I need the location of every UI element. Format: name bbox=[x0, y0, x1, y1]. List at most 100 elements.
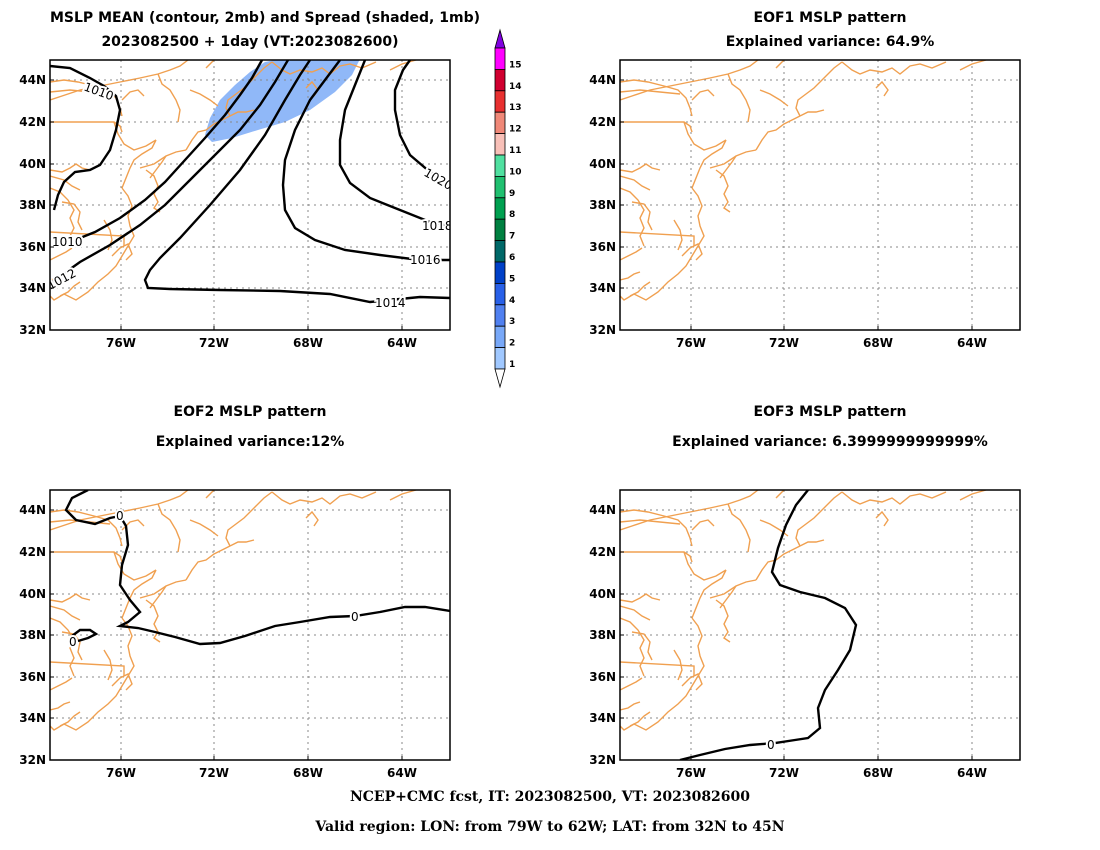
colorbar-swatch bbox=[494, 282, 506, 306]
panel3-grid bbox=[50, 490, 450, 760]
colorbar-label: 1 bbox=[509, 360, 515, 370]
panel1-lon-label: 76W bbox=[106, 336, 136, 350]
colorbar-swatch bbox=[494, 154, 506, 177]
colorbar-label: 12 bbox=[509, 125, 522, 135]
colorbar-swatch bbox=[494, 90, 506, 113]
panel2-lon-label: 76W bbox=[676, 336, 706, 350]
panel2-lat-label: 32N bbox=[589, 323, 616, 337]
panel1-lat-label: 38N bbox=[19, 198, 46, 212]
panel1-lon-label: 72W bbox=[199, 336, 229, 350]
panel4-lon-label: 64W bbox=[957, 766, 987, 780]
colorbar-label: 14 bbox=[509, 82, 522, 92]
colorbar-swatch bbox=[494, 325, 506, 349]
panel4-lat-label: 38N bbox=[589, 628, 616, 642]
panel3-lat-label: 42N bbox=[19, 545, 46, 559]
panel4-lat-label: 36N bbox=[589, 670, 616, 684]
axis-labels: 44N 42N 40N 38N 36N 34N 32N 76W 72W 68W 64W 44N 42N 4… bbox=[19, 73, 987, 780]
panel1-lon-label: 64W bbox=[387, 336, 417, 350]
colorbar-label: 9 bbox=[509, 189, 515, 199]
panel1-lat-label: 44N bbox=[19, 73, 46, 87]
panel4-subtitle: Explained variance: 6.3999999999999% bbox=[672, 434, 988, 450]
panel2-lon-label: 72W bbox=[769, 336, 799, 350]
eof3-zero-contour bbox=[679, 490, 858, 760]
contour-label-1018: 1018 bbox=[422, 219, 453, 233]
panel4-lat-label: 44N bbox=[589, 503, 616, 517]
panel2-frame bbox=[619, 59, 1021, 331]
colorbar-label: 7 bbox=[509, 232, 515, 242]
colorbar-label: 4 bbox=[509, 296, 515, 306]
eof2-label-0-east: 0 bbox=[351, 610, 359, 624]
colorbar-label: 3 bbox=[509, 317, 515, 327]
panel2-lat-label: 40N bbox=[589, 157, 616, 171]
footer-forecast-info: NCEP+CMC fcst, IT: 2023082500, VT: 20230… bbox=[349, 789, 751, 805]
colorbar-label: 6 bbox=[509, 253, 515, 263]
panel1-lon-label: 68W bbox=[293, 336, 323, 350]
panel3-lat-label: 44N bbox=[19, 503, 46, 517]
panel3-lat-label: 36N bbox=[19, 670, 46, 684]
panel2-lat-label: 36N bbox=[589, 240, 616, 254]
eof3-label-0: 0 bbox=[767, 738, 775, 752]
colorbar-swatch bbox=[494, 69, 506, 92]
panel4-lat-label: 42N bbox=[589, 545, 616, 559]
mslp-contours bbox=[50, 60, 450, 304]
panel2-lat-label: 44N bbox=[589, 73, 616, 87]
panel1-lat-label: 32N bbox=[19, 323, 46, 337]
panel2-subtitle: Explained variance: 64.9% bbox=[725, 34, 935, 50]
panel2-coastline bbox=[620, 60, 987, 301]
eof2-zero-contours bbox=[64, 490, 450, 646]
colorbar-label: 10 bbox=[509, 167, 522, 177]
eof2-label-0-north: 0 bbox=[116, 509, 124, 523]
colorbar-label: 15 bbox=[509, 60, 522, 70]
panel3-lon-label: 68W bbox=[293, 766, 323, 780]
contour-label-1010-west: 1010 bbox=[52, 235, 83, 249]
panel1-lat-label: 36N bbox=[19, 240, 46, 254]
colorbar-label: 13 bbox=[509, 103, 522, 113]
panel3-title: EOF2 MSLP pattern bbox=[173, 404, 327, 420]
panel3-lat-label: 38N bbox=[19, 628, 46, 642]
colorbar-swatch bbox=[494, 261, 506, 284]
colorbar-swatch bbox=[494, 47, 506, 70]
panel2-lat-label: 42N bbox=[589, 115, 616, 129]
panel1-map: 1010 1010 1012 1014 1016 1018 1020 bbox=[49, 59, 453, 331]
panel4-lon-label: 68W bbox=[863, 766, 893, 780]
panel1-lat-label: 42N bbox=[19, 115, 46, 129]
panel4-lon-label: 72W bbox=[769, 766, 799, 780]
footer-valid-region: Valid region: LON: from 79W to 62W; LAT:… bbox=[315, 819, 785, 835]
panel4-lon-label: 76W bbox=[676, 766, 706, 780]
panel4-frame bbox=[619, 489, 1021, 761]
panel4-map: 0 bbox=[619, 489, 1021, 761]
panel3-lat-label: 34N bbox=[19, 711, 46, 725]
colorbar-label: 2 bbox=[509, 339, 515, 349]
contour-label-1016: 1016 bbox=[410, 253, 441, 267]
panel2-lon-label: 68W bbox=[863, 336, 893, 350]
panel3-lon-label: 64W bbox=[387, 766, 417, 780]
panel3-lat-label: 32N bbox=[19, 753, 46, 767]
panel1-lat-label: 34N bbox=[19, 281, 46, 295]
panel1-subtitle: 2023082500 + 1day (VT:2023082600) bbox=[101, 34, 399, 50]
panel1-frame bbox=[49, 59, 451, 331]
panel3-lat-label: 40N bbox=[19, 587, 46, 601]
colorbar-swatch bbox=[494, 111, 506, 134]
panel4-lat-label: 40N bbox=[589, 587, 616, 601]
colorbar-label: 8 bbox=[509, 210, 515, 220]
panel1-title: MSLP MEAN (contour, 2mb) and Spread (sha… bbox=[50, 10, 480, 26]
panel4-lat-label: 32N bbox=[589, 753, 616, 767]
colorbar-swatch bbox=[494, 175, 506, 199]
colorbar-swatch bbox=[494, 197, 506, 220]
colorbar-top-arrow bbox=[494, 28, 506, 49]
panel3-coastline bbox=[50, 490, 417, 731]
colorbar-swatch bbox=[494, 240, 506, 263]
panel2-lat-label: 38N bbox=[589, 198, 616, 212]
panel2-lon-label: 64W bbox=[957, 336, 987, 350]
colorbar-label: 5 bbox=[509, 274, 515, 284]
colorbar-bottom-arrow bbox=[494, 368, 506, 389]
colorbar-swatch bbox=[494, 347, 506, 370]
panel2-lat-label: 34N bbox=[589, 281, 616, 295]
colorbar-swatch bbox=[494, 218, 506, 241]
contour-label-1014: 1014 bbox=[375, 296, 406, 310]
panel3-map: 0 0 0 bbox=[49, 489, 451, 761]
colorbar-swatch bbox=[494, 304, 506, 327]
colorbar-label: 11 bbox=[509, 146, 522, 156]
